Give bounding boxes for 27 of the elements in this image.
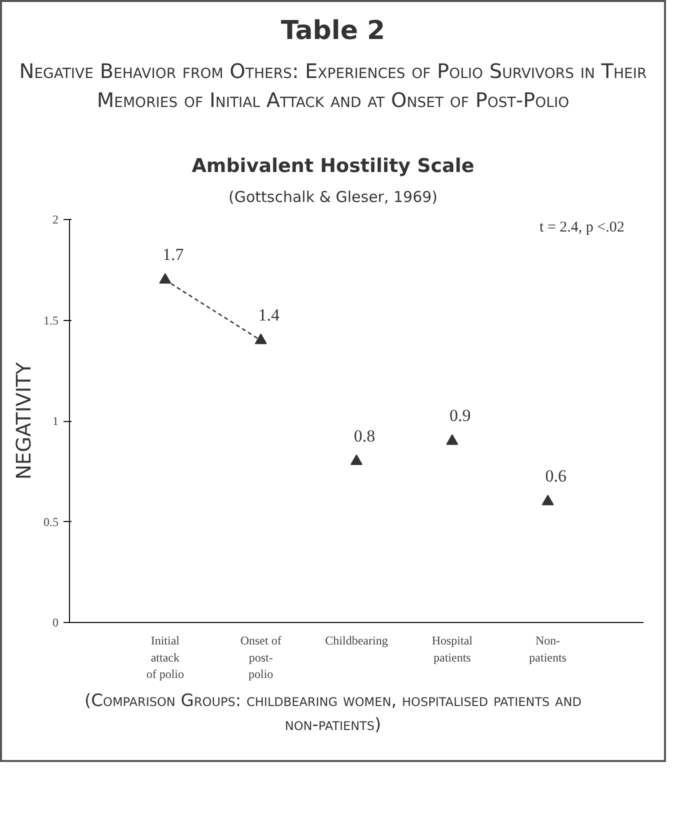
x-tick-label: Childbearing — [325, 634, 388, 648]
y-tick-label: 1 — [52, 414, 58, 428]
data-label: 0.8 — [354, 426, 376, 446]
x-tick-label: Non-patients — [529, 634, 567, 664]
point — [350, 454, 362, 465]
y-tick-label: 2 — [52, 212, 58, 226]
point — [254, 334, 267, 344]
data-label: 1.7 — [162, 244, 184, 264]
text: (Comparison Groups: childbearing women, hospitalised patients and non-patients) — [84, 690, 582, 738]
point — [446, 434, 458, 445]
y-tick-label: 1.5 — [44, 313, 58, 328]
annotation: t = 2.4, p <.02 — [540, 220, 624, 236]
text: (Gottschalk & Gleser, 1969) — [228, 187, 438, 208]
x-tick-label: Hospital patients — [432, 634, 474, 664]
point — [159, 273, 172, 284]
x-tick-label: Onset of post-polio — [240, 634, 282, 682]
y-tick-label: 0 — [52, 616, 58, 630]
data-label: 1.4 — [258, 305, 280, 324]
chart-subtitle: Negative Behavior from Others: Experiences of Polio Survivors in Their Memories of Initial Attack and at Onset of Post-Polio — [18, 58, 648, 114]
point — [542, 494, 554, 506]
y-axis-title: NEGATIVITY — [12, 362, 36, 480]
data-label: 0.9 — [450, 406, 471, 426]
text: Ambivalent Hostility Scale — [192, 154, 474, 179]
data-label: 0.6 — [545, 466, 566, 486]
chart-title: Table 2 — [280, 15, 386, 48]
y-tick-label: 0.5 — [44, 514, 58, 529]
x-tick-label: Initial attack of polio — [146, 634, 184, 682]
